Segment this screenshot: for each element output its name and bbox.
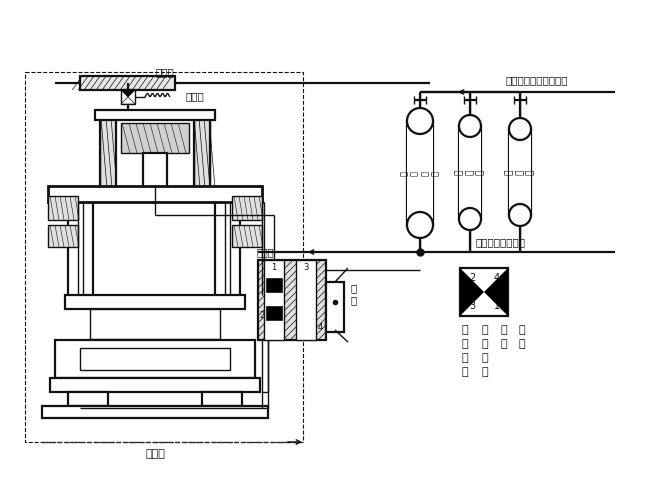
Bar bbox=[80, 348, 230, 370]
Text: 程: 程 bbox=[519, 339, 525, 349]
Bar bbox=[509, 129, 531, 215]
Text: 充液阀: 充液阀 bbox=[185, 91, 203, 101]
Text: 2: 2 bbox=[259, 310, 265, 320]
Bar bbox=[266, 306, 282, 320]
Text: 4: 4 bbox=[317, 324, 322, 332]
Text: 行: 行 bbox=[482, 353, 488, 363]
Text: 空
气
罐: 空 气 罐 bbox=[455, 170, 485, 175]
Bar bbox=[407, 121, 433, 225]
Text: 1: 1 bbox=[494, 301, 500, 311]
Ellipse shape bbox=[509, 118, 531, 140]
Bar bbox=[232, 196, 262, 220]
Text: 行: 行 bbox=[462, 353, 468, 363]
Bar bbox=[50, 378, 260, 392]
Text: 3: 3 bbox=[304, 264, 309, 272]
Polygon shape bbox=[460, 268, 484, 316]
Bar bbox=[25, 72, 303, 442]
Text: 工: 工 bbox=[462, 325, 468, 335]
Bar bbox=[266, 278, 282, 292]
Bar bbox=[143, 153, 167, 191]
Bar bbox=[48, 225, 78, 247]
Text: 3: 3 bbox=[469, 301, 475, 311]
Text: 程: 程 bbox=[482, 367, 488, 377]
Ellipse shape bbox=[459, 115, 481, 137]
Text: 1: 1 bbox=[272, 264, 277, 272]
Bar bbox=[100, 118, 116, 188]
Bar bbox=[509, 129, 531, 215]
Bar bbox=[296, 260, 316, 340]
Text: 程: 程 bbox=[462, 367, 468, 377]
Bar bbox=[202, 392, 242, 406]
Bar bbox=[116, 118, 194, 188]
Bar bbox=[90, 309, 220, 339]
Text: 手
柄: 手 柄 bbox=[351, 283, 357, 305]
Bar bbox=[95, 110, 215, 120]
Polygon shape bbox=[121, 97, 135, 104]
Bar bbox=[121, 90, 135, 104]
Bar bbox=[460, 268, 508, 316]
Bar bbox=[121, 123, 189, 153]
Bar bbox=[48, 196, 78, 220]
Text: 蓄
压
水
罐: 蓄 压 水 罐 bbox=[400, 170, 440, 176]
Bar bbox=[48, 186, 262, 202]
Bar bbox=[407, 121, 433, 225]
Polygon shape bbox=[484, 268, 508, 316]
Polygon shape bbox=[121, 90, 135, 97]
Text: 止: 止 bbox=[500, 339, 507, 349]
Text: 到水箱: 到水箱 bbox=[145, 449, 165, 459]
Text: 分配器: 分配器 bbox=[257, 247, 274, 257]
Text: 空
气
筒: 空 气 筒 bbox=[505, 169, 535, 175]
Bar bbox=[459, 126, 481, 219]
Text: 充液罐: 充液罐 bbox=[155, 67, 174, 77]
Text: 停: 停 bbox=[500, 325, 507, 335]
Bar bbox=[68, 392, 108, 406]
Text: 来自泵站的高压水: 来自泵站的高压水 bbox=[475, 237, 525, 247]
Bar bbox=[258, 260, 326, 340]
Bar bbox=[100, 118, 210, 188]
Bar bbox=[65, 295, 245, 309]
Bar bbox=[42, 406, 268, 418]
Ellipse shape bbox=[407, 212, 433, 238]
Ellipse shape bbox=[459, 208, 481, 230]
Bar bbox=[80, 76, 175, 90]
Text: 4: 4 bbox=[494, 273, 500, 283]
Bar bbox=[459, 126, 481, 219]
Bar bbox=[55, 340, 255, 378]
Bar bbox=[194, 118, 210, 188]
Bar bbox=[232, 225, 262, 247]
Ellipse shape bbox=[509, 204, 531, 226]
Text: 作: 作 bbox=[462, 339, 468, 349]
Text: 回: 回 bbox=[519, 325, 525, 335]
Ellipse shape bbox=[407, 108, 433, 134]
Bar bbox=[264, 260, 284, 340]
Text: 充: 充 bbox=[482, 325, 488, 335]
Bar bbox=[326, 282, 344, 332]
Text: 2: 2 bbox=[469, 273, 475, 283]
Text: 来自空压机的压缩空气: 来自空压机的压缩空气 bbox=[506, 75, 568, 85]
Text: 液: 液 bbox=[482, 339, 488, 349]
